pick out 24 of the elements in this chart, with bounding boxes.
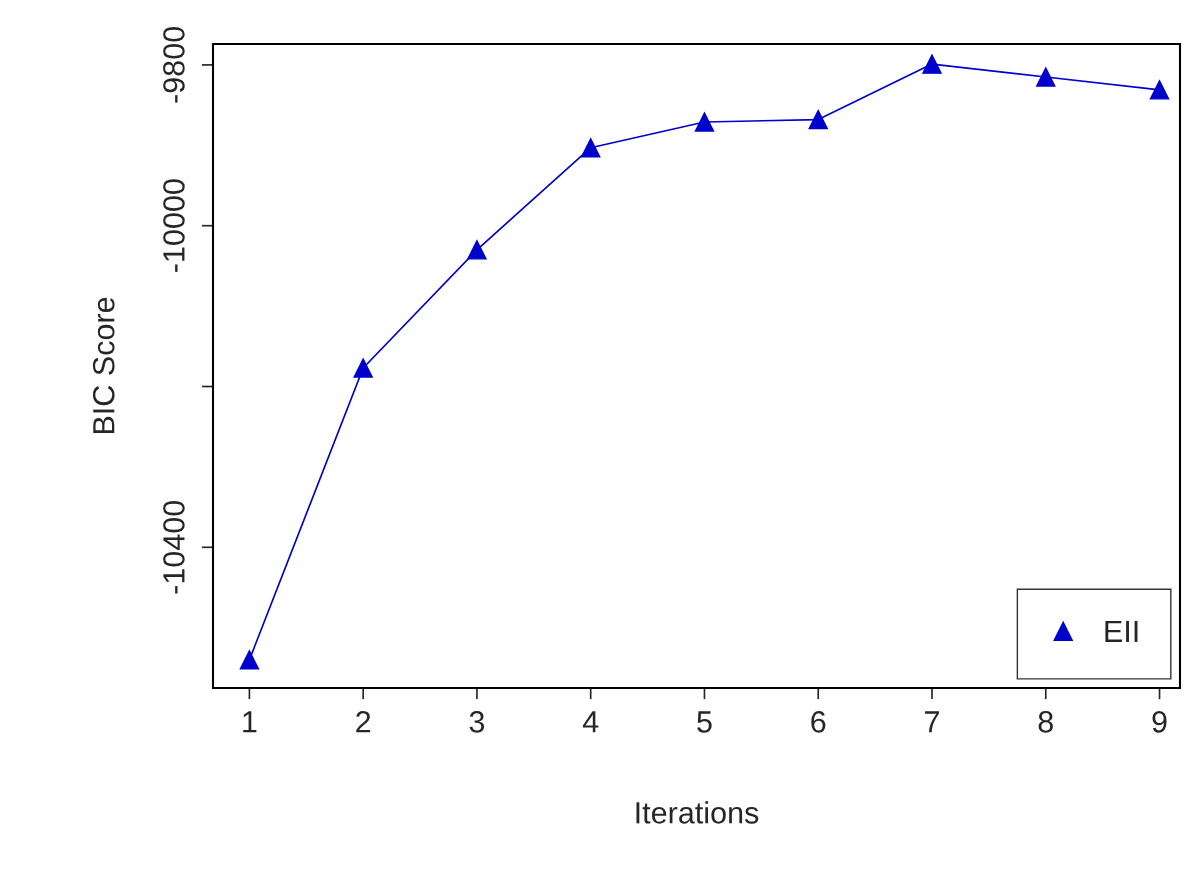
y-tick-label: -10000 — [163, 179, 185, 272]
x-tick-label: 6 — [811, 711, 826, 733]
point — [353, 358, 373, 378]
x-axis-title: Iterations — [636, 801, 759, 824]
y-tick-label: -10400 — [163, 500, 185, 594]
x-tick-label: 3 — [469, 711, 485, 733]
point — [580, 137, 601, 158]
x-tick-label: 1 — [243, 711, 257, 733]
x-tick-label: 4 — [582, 711, 599, 733]
point — [467, 240, 487, 260]
y-axis-title: BIC Score — [92, 297, 115, 434]
x-tick-label: 5 — [697, 711, 712, 733]
x-tick-label: 2 — [356, 711, 371, 733]
x-tick-label: 9 — [1152, 711, 1167, 733]
point — [1036, 67, 1056, 87]
x-tick-label: 8 — [1038, 711, 1053, 733]
point — [922, 54, 942, 74]
x-tick-label: 7 — [925, 711, 939, 733]
legend-label: EII — [1105, 620, 1138, 642]
point — [239, 650, 260, 670]
y-tick-label: -9800 — [163, 27, 185, 103]
point — [1149, 80, 1170, 100]
point — [808, 109, 828, 130]
point — [694, 112, 715, 132]
